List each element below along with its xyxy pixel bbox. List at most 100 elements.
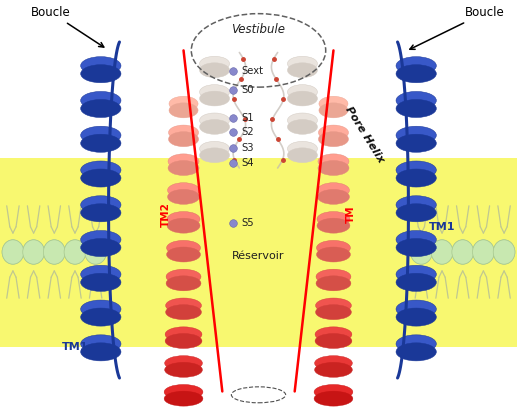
Ellipse shape	[316, 269, 351, 284]
Ellipse shape	[396, 196, 436, 214]
Ellipse shape	[396, 169, 436, 187]
Ellipse shape	[396, 265, 436, 284]
Ellipse shape	[396, 273, 436, 291]
Ellipse shape	[396, 134, 436, 152]
Ellipse shape	[81, 343, 121, 361]
Text: S4: S4	[241, 158, 253, 168]
Ellipse shape	[165, 333, 202, 349]
Ellipse shape	[315, 327, 352, 342]
Ellipse shape	[316, 240, 351, 255]
Ellipse shape	[167, 212, 200, 226]
Ellipse shape	[318, 132, 348, 147]
Ellipse shape	[318, 125, 348, 140]
Ellipse shape	[396, 92, 436, 110]
Text: S5: S5	[241, 218, 253, 228]
Ellipse shape	[81, 204, 121, 222]
Text: S1: S1	[241, 113, 253, 123]
Ellipse shape	[81, 57, 121, 75]
Ellipse shape	[319, 103, 348, 118]
Ellipse shape	[319, 96, 348, 111]
Ellipse shape	[396, 57, 436, 75]
Text: Pore Helix: Pore Helix	[343, 105, 386, 164]
Ellipse shape	[396, 126, 436, 144]
Ellipse shape	[169, 125, 199, 140]
Ellipse shape	[287, 85, 317, 100]
Ellipse shape	[168, 154, 199, 169]
Ellipse shape	[287, 56, 317, 71]
Ellipse shape	[473, 240, 494, 264]
Ellipse shape	[200, 113, 230, 128]
Ellipse shape	[81, 92, 121, 110]
Ellipse shape	[317, 218, 350, 233]
Ellipse shape	[165, 304, 202, 320]
Ellipse shape	[431, 240, 453, 264]
Ellipse shape	[317, 189, 349, 205]
Ellipse shape	[81, 239, 121, 257]
Ellipse shape	[81, 335, 121, 353]
Ellipse shape	[165, 327, 202, 342]
Ellipse shape	[81, 300, 121, 318]
Text: Boucle: Boucle	[410, 6, 505, 49]
Ellipse shape	[396, 239, 436, 257]
Ellipse shape	[164, 356, 203, 371]
Ellipse shape	[164, 362, 203, 377]
Ellipse shape	[167, 218, 200, 233]
Text: S0: S0	[241, 85, 253, 95]
Ellipse shape	[2, 240, 24, 264]
Ellipse shape	[287, 142, 317, 156]
Ellipse shape	[166, 269, 201, 284]
Ellipse shape	[200, 56, 230, 71]
Ellipse shape	[452, 240, 474, 264]
Ellipse shape	[2, 240, 24, 264]
Ellipse shape	[314, 391, 353, 406]
Ellipse shape	[200, 142, 230, 156]
Ellipse shape	[317, 212, 350, 226]
Ellipse shape	[200, 91, 230, 106]
Ellipse shape	[43, 240, 65, 264]
Text: Sext: Sext	[241, 66, 263, 76]
Ellipse shape	[200, 148, 230, 163]
Ellipse shape	[168, 189, 200, 205]
Text: Vestibule: Vestibule	[232, 23, 285, 36]
Bar	[0, 158, 517, 346]
Ellipse shape	[81, 169, 121, 187]
Ellipse shape	[315, 298, 352, 313]
Ellipse shape	[64, 240, 86, 264]
Text: TM: TM	[345, 205, 356, 223]
Ellipse shape	[81, 196, 121, 214]
Ellipse shape	[287, 148, 317, 163]
Ellipse shape	[396, 343, 436, 361]
Text: TM2: TM2	[160, 202, 171, 227]
Ellipse shape	[396, 204, 436, 222]
Ellipse shape	[168, 183, 200, 198]
Ellipse shape	[410, 240, 432, 264]
Ellipse shape	[314, 362, 353, 377]
Ellipse shape	[64, 240, 86, 264]
Ellipse shape	[43, 240, 65, 264]
Ellipse shape	[396, 65, 436, 83]
Ellipse shape	[200, 63, 230, 78]
Ellipse shape	[85, 240, 107, 264]
Ellipse shape	[493, 240, 515, 264]
Ellipse shape	[81, 308, 121, 326]
Text: Boucle: Boucle	[31, 6, 104, 47]
Ellipse shape	[169, 96, 198, 111]
Ellipse shape	[396, 300, 436, 318]
Text: TM1: TM1	[429, 222, 455, 232]
Ellipse shape	[493, 240, 515, 264]
Ellipse shape	[81, 126, 121, 144]
Ellipse shape	[396, 335, 436, 353]
Ellipse shape	[166, 240, 201, 255]
Ellipse shape	[473, 240, 494, 264]
Ellipse shape	[200, 120, 230, 134]
Text: S2: S2	[241, 127, 253, 137]
Text: TM1: TM1	[62, 341, 88, 352]
Ellipse shape	[165, 298, 202, 313]
Ellipse shape	[396, 308, 436, 326]
Ellipse shape	[396, 100, 436, 118]
Ellipse shape	[169, 103, 198, 118]
Ellipse shape	[410, 240, 432, 264]
Ellipse shape	[81, 265, 121, 284]
Text: S3: S3	[241, 143, 253, 153]
Ellipse shape	[318, 160, 349, 176]
